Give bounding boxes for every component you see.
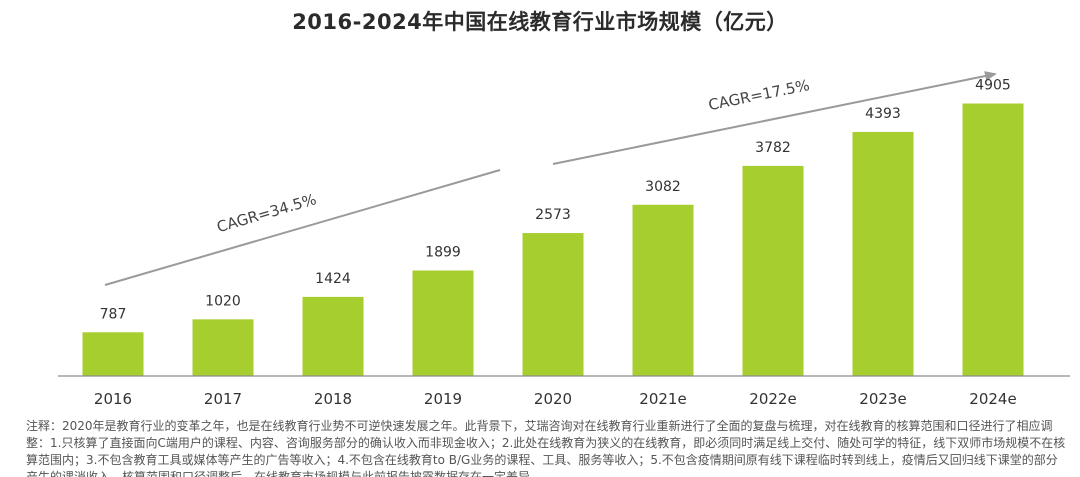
x-tick-label-2019: 2019 — [424, 390, 462, 408]
bar-2017 — [192, 319, 254, 376]
data-label-2017: 1020 — [205, 293, 241, 309]
bar-2023e — [852, 131, 914, 376]
x-tick-label-2018: 2018 — [314, 390, 352, 408]
x-tick-label-2021e: 2021e — [639, 390, 686, 408]
data-label-2016: 787 — [100, 306, 127, 322]
bar-2021e — [632, 204, 694, 376]
cagr-label-1: CAGR=34.5% — [215, 190, 319, 236]
data-label-2021e: 3082 — [645, 179, 681, 195]
x-tick-label-2017: 2017 — [204, 390, 242, 408]
data-label-2018: 1424 — [315, 271, 351, 287]
bar-2024e — [962, 103, 1024, 376]
footnote: 注释：2020年是教育行业的变革之年，也是在线教育行业势不可逆快速发展之年。此背… — [26, 419, 1066, 477]
data-label-2020: 2573 — [535, 207, 571, 223]
bar-2016 — [82, 332, 144, 376]
x-tick-label-2020: 2020 — [534, 390, 572, 408]
bar-chart: 787 1020 1424 1899 2573 3082 3782 4393 4905 2016… — [58, 71, 1070, 408]
data-label-2019: 1899 — [425, 245, 461, 261]
bar-2020 — [522, 233, 584, 376]
x-tick-label-2016: 2016 — [94, 390, 132, 408]
bar-2018 — [302, 296, 364, 376]
chart-title: 2016-2024年中国在线教育行业市场规模（亿元） — [292, 10, 788, 34]
x-tick-label-2024e: 2024e — [969, 390, 1016, 408]
cagr-arrow-1 — [104, 169, 501, 286]
data-label-2023e: 4393 — [865, 106, 901, 122]
data-label-2024e: 4905 — [975, 78, 1011, 94]
cagr-arrow-2 — [552, 71, 997, 165]
data-label-2022e: 3782 — [755, 140, 791, 156]
bar-2019 — [412, 270, 474, 376]
cagr-label-2: CAGR=17.5% — [707, 76, 811, 114]
x-tick-label-2022e: 2022e — [749, 390, 796, 408]
x-tick-label-2023e: 2023e — [859, 390, 906, 408]
bar-2022e — [742, 165, 804, 376]
